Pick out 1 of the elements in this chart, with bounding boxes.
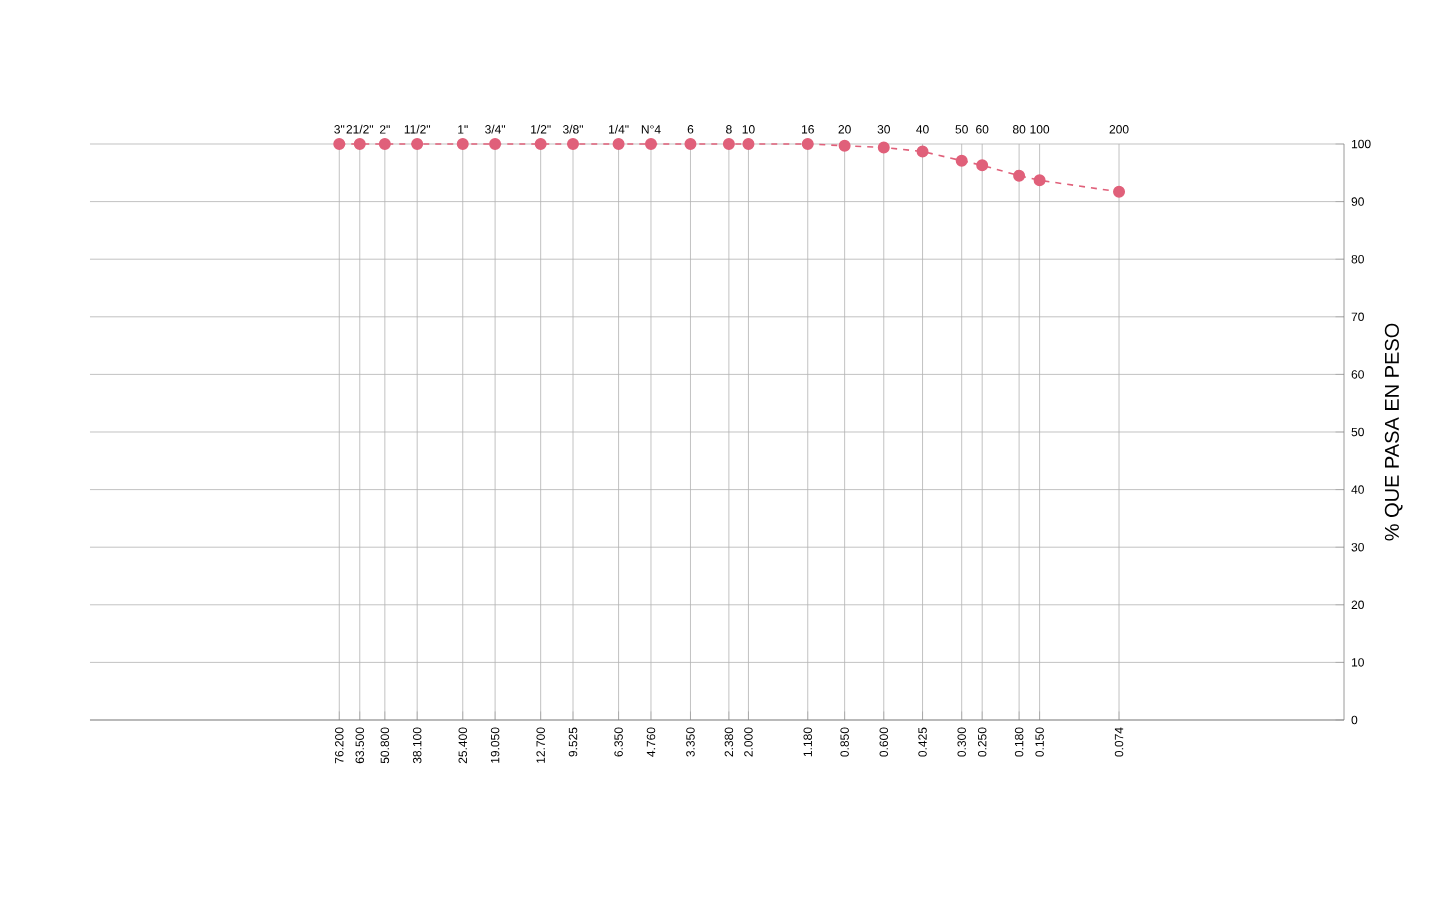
y-axis-title: % QUE PASA EN PESO bbox=[1384, 323, 1403, 541]
